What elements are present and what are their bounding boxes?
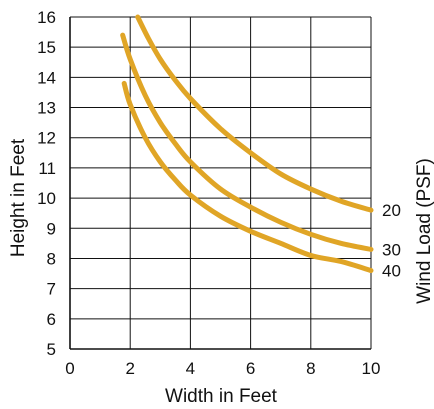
series-label-20: 20	[382, 201, 401, 220]
series-label-40: 40	[382, 262, 401, 281]
x-tick-label: 2	[125, 359, 134, 378]
y-tick-label: 11	[38, 159, 56, 178]
y-tick-label: 8	[47, 249, 56, 268]
y-tick-label: 6	[47, 310, 56, 329]
y-tick-label: 16	[37, 8, 56, 27]
x-axis-label: Width in Feet	[165, 386, 278, 407]
series-line-20	[135, 14, 374, 213]
y-tick-labels: 5 6 7 8 9 10 11 12 13 14 15 16	[37, 8, 56, 359]
y-tick-label: 15	[37, 38, 56, 57]
series-group	[120, 14, 374, 274]
y-axis-label: Height in Feet	[8, 138, 29, 257]
x-tick-label: 10	[362, 359, 381, 378]
x-tick-label: 0	[65, 359, 74, 378]
x-tick-labels: 0 2 4 6 8 10	[65, 359, 380, 378]
wind-load-label: Wind Load (PSF)	[414, 158, 434, 304]
series-line-30	[120, 32, 374, 252]
y-tick-label: 14	[37, 68, 56, 87]
y-tick-label: 10	[37, 189, 56, 208]
y-tick-label: 12	[37, 129, 56, 148]
x-tick-label: 8	[306, 359, 315, 378]
y-tick-label: 13	[37, 99, 56, 118]
grid	[69, 16, 372, 350]
x-tick-label: 6	[246, 359, 255, 378]
x-tick-label: 4	[186, 359, 195, 378]
series-label-30: 30	[382, 240, 401, 259]
y-tick-label: 9	[47, 219, 56, 238]
y-tick-label: 7	[47, 280, 56, 299]
series-labels: 20 30 40	[382, 201, 401, 280]
y-tick-label: 5	[47, 340, 56, 359]
series-line-40	[121, 80, 374, 274]
